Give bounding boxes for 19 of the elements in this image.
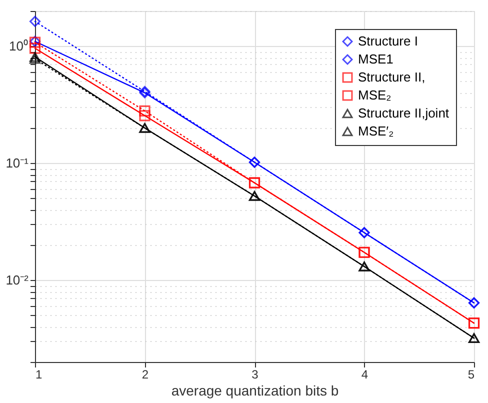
legend-label: MSE₂ <box>358 88 392 102</box>
legend-label: MSE1 <box>358 52 394 66</box>
x-tick-label: 3 <box>252 368 259 382</box>
x-tick-label: 2 <box>142 368 149 382</box>
point <box>29 16 41 27</box>
legend-label: MSE′₂ <box>358 124 394 138</box>
point <box>139 110 150 122</box>
y-tick-label: 10⁻² <box>6 272 30 288</box>
legend-label: Structure II, <box>358 70 426 84</box>
x-tick-label: 5 <box>468 368 475 382</box>
point <box>139 105 150 116</box>
point <box>29 42 41 54</box>
x-tick-label: 4 <box>361 368 368 382</box>
legend-label: Structure I <box>358 34 418 48</box>
x-axis-title: average quantization bits b <box>171 382 339 398</box>
y-tick-label: 10⁰ <box>9 38 28 54</box>
x-tick-label: 1 <box>36 368 42 382</box>
legend-label: Structure II,joint <box>358 106 450 120</box>
y-tick-label: 10⁻¹ <box>6 156 30 171</box>
